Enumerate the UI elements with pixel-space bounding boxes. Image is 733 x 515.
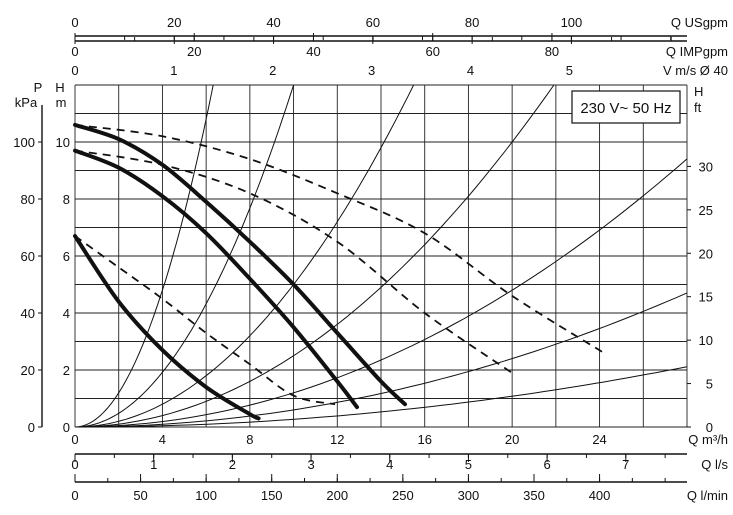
top-axis-velocity-tick-label: 2: [269, 63, 276, 78]
x-axis-tick-label: 16: [417, 432, 431, 447]
bottom-axis-ls-tick-label: 5: [465, 457, 472, 472]
top-axis-impgpm-label: Q IMPgpm: [666, 44, 728, 59]
system-curve: [74, 84, 295, 428]
system-curve: [75, 366, 688, 428]
bottom-axis-ls-tick-label: 0: [71, 457, 78, 472]
y-left-p-unit: kPa: [15, 95, 38, 110]
y-axis-h-tick-label: 8: [63, 192, 70, 207]
top-axis-usgpm-tick-label: 60: [366, 15, 380, 30]
bottom-axis-lmin-label: Q l/min: [687, 488, 728, 503]
x-axis-label: Q m³/h: [688, 432, 728, 447]
bottom-axis-lmin-tick-label: 200: [326, 488, 348, 503]
bottom-axis-ls-tick-label: 3: [307, 457, 314, 472]
x-axis-tick-label: 4: [159, 432, 166, 447]
pump-curves: [73, 122, 605, 421]
top-axis-usgpm-tick-label: 100: [561, 15, 583, 30]
x-axis-tick-label: 0: [71, 432, 78, 447]
top-axis-velocity-tick-label: 5: [566, 63, 573, 78]
top-axis-velocity-tick-label: 4: [467, 63, 474, 78]
y-right-ft-unit: ft: [694, 100, 702, 115]
bottom-axis-ls-tick-label: 1: [150, 457, 157, 472]
bottom-axis-ls-label: Q l/s: [701, 457, 728, 472]
top-axis-usgpm-label: Q USgpm: [671, 15, 728, 30]
pump-curve-dashed: [74, 124, 605, 354]
top-axis-usgpm-tick-label: 80: [465, 15, 479, 30]
y-axis-h-tick-label: 2: [63, 363, 70, 378]
x-axis-tick-label: 12: [330, 432, 344, 447]
top-axis-velocity-tick-label: 0: [71, 63, 78, 78]
y-left-p-label: P: [34, 80, 43, 95]
bottom-axis-ls-tick-label: 7: [622, 457, 629, 472]
system-curve: [74, 158, 688, 428]
y-axis-h-tick-label: 4: [63, 306, 70, 321]
bottom-axis-ls-tick-label: 2: [229, 457, 236, 472]
grid: [74, 84, 688, 428]
x-axis-tick-label: 24: [592, 432, 606, 447]
top-axis-velocity-tick-label: 3: [368, 63, 375, 78]
y-axis-p-tick-label: 60: [21, 249, 35, 264]
bottom-axis-ls-tick-label: 6: [543, 457, 550, 472]
y-axis-h-tick-label: 0: [63, 420, 70, 435]
supply-badge: 230 V~ 50 Hz: [571, 90, 681, 124]
supply-badge-box: [571, 90, 681, 124]
x-axis-tick-label: 8: [246, 432, 253, 447]
bottom-axis-lmin-tick-label: 250: [392, 488, 414, 503]
bottom-axis-lmin-tick-label: 350: [523, 488, 545, 503]
top-axis-usgpm-tick-label: 40: [266, 15, 280, 30]
y-axis-p-tick-label: 100: [13, 135, 35, 150]
bottom-axis-lmin-tick-label: 0: [71, 488, 78, 503]
y-axis-h-tick-label: 10: [56, 135, 70, 150]
x-axis-tick-label: 20: [505, 432, 519, 447]
bottom-axis-lmin-tick-label: 100: [195, 488, 217, 503]
y-axis-ft-tick-label: 5: [706, 377, 713, 392]
y-left-h-label: H: [55, 80, 64, 95]
y-axis-h-tick-label: 6: [63, 249, 70, 264]
y-axis-p-tick-label: 0: [28, 420, 35, 435]
y-axis-p-tick-label: 40: [21, 306, 35, 321]
supply-badge-text: 230 V~ 50 Hz: [580, 100, 671, 117]
system-curve: [74, 84, 555, 428]
bottom-axis-lmin-tick-label: 150: [261, 488, 283, 503]
y-axis-ft-tick-label: 30: [699, 159, 713, 174]
system-curve: [75, 292, 688, 428]
y-left-h-unit: m: [56, 95, 67, 110]
y-axis-ft-tick-label: 15: [699, 290, 713, 305]
pump-curve-solid: [73, 234, 261, 421]
y-axis-ft-tick-label: 20: [699, 246, 713, 261]
y-axis-p-tick-label: 20: [21, 363, 35, 378]
bottom-axis-ls-tick-label: 4: [386, 457, 393, 472]
y-axis-p-tick-label: 80: [21, 192, 35, 207]
top-axis-impgpm-tick-label: 60: [425, 44, 439, 59]
pump-curve-solid: [73, 148, 359, 410]
top-axis-impgpm-tick-label: 0: [71, 44, 78, 59]
bottom-axis-lmin-tick-label: 50: [133, 488, 147, 503]
top-axis-usgpm-tick-label: 20: [167, 15, 181, 30]
pump-curve-dashed: [74, 235, 336, 406]
y-axis-ft-tick-label: 25: [699, 203, 713, 218]
top-axis-velocity-label: V m/s Ø 40: [663, 63, 728, 78]
top-axis-usgpm-tick-label: 0: [71, 15, 78, 30]
top-axis-velocity-tick-label: 1: [170, 63, 177, 78]
y-axis-ft-tick-label: 10: [699, 333, 713, 348]
top-axis-impgpm-tick-label: 20: [187, 44, 201, 59]
pump-curve-dashed: [74, 149, 513, 374]
y-axis-ft-tick-label: 0: [706, 420, 713, 435]
pump-curve-solid: [73, 122, 407, 407]
bottom-axis-lmin-tick-label: 400: [589, 488, 611, 503]
top-axis-impgpm-tick-label: 80: [545, 44, 559, 59]
y-right-h-label: H: [694, 84, 703, 99]
top-axis-impgpm-tick-label: 40: [306, 44, 320, 59]
bottom-axis-lmin-tick-label: 300: [458, 488, 480, 503]
system-curve: [74, 84, 415, 428]
